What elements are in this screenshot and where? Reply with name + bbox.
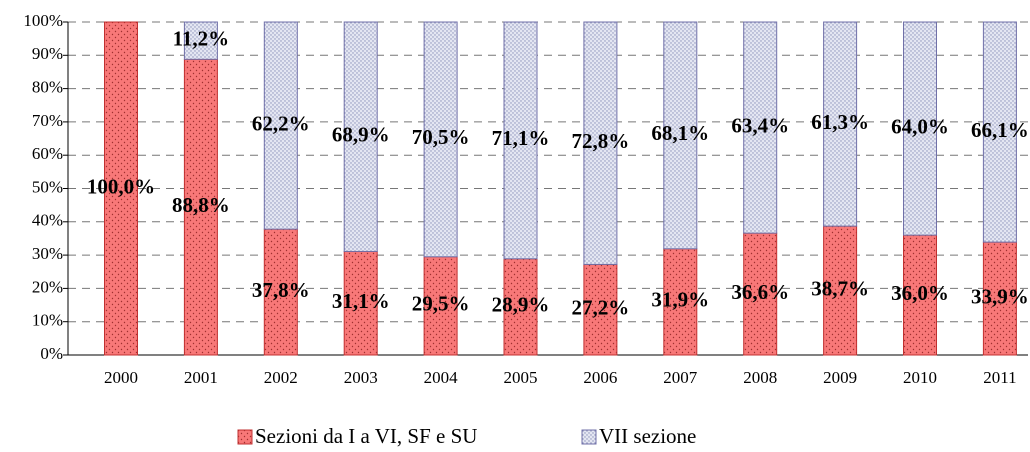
x-tick-label: 2004 bbox=[424, 368, 459, 387]
bar-segment bbox=[663, 248, 698, 356]
bar-segment bbox=[823, 225, 858, 356]
data-label: 63,4% bbox=[731, 113, 789, 137]
data-label: 11,2% bbox=[173, 26, 230, 50]
bar-segment bbox=[423, 21, 458, 258]
legend-swatch bbox=[581, 429, 597, 445]
y-tick-label: 70% bbox=[32, 111, 63, 130]
data-label: 33,9% bbox=[971, 284, 1029, 308]
bar-segment bbox=[663, 21, 698, 250]
data-label: 38,7% bbox=[811, 276, 869, 300]
x-tick-label: 2008 bbox=[743, 368, 777, 387]
data-label: 61,3% bbox=[811, 110, 869, 134]
y-tick-label: 40% bbox=[32, 211, 63, 230]
bar-segment bbox=[982, 241, 1017, 356]
bar-segment bbox=[982, 21, 1017, 243]
bar-segment bbox=[263, 228, 298, 356]
bar-segment bbox=[823, 21, 858, 227]
y-tick-label: 90% bbox=[32, 44, 63, 63]
x-tick-label: 2001 bbox=[184, 368, 218, 387]
bar-segment bbox=[423, 256, 458, 356]
y-tick-label: 0% bbox=[40, 344, 63, 363]
bar-segment bbox=[343, 250, 378, 356]
bar-segment bbox=[743, 21, 778, 234]
data-label: 71,1% bbox=[492, 126, 550, 150]
data-label: 29,5% bbox=[412, 292, 470, 316]
x-tick-label: 2006 bbox=[583, 368, 617, 387]
bar-segment bbox=[343, 21, 378, 252]
bar-segment bbox=[104, 21, 138, 356]
data-label: 37,8% bbox=[252, 278, 310, 302]
y-tick-label: 10% bbox=[32, 311, 63, 330]
data-label: 31,9% bbox=[651, 288, 709, 312]
y-tick-label: 60% bbox=[32, 144, 63, 163]
bar-segment bbox=[183, 21, 218, 60]
data-label: 68,9% bbox=[332, 123, 390, 147]
grid: 0% 10% 20% 30% 40% 50% 60% 70% 80% 90% 100% 2000 200… bbox=[23, 11, 1028, 448]
x-tick-label: 2011 bbox=[983, 368, 1016, 387]
data-label: 100,0% bbox=[87, 174, 155, 198]
bar-segment bbox=[583, 21, 618, 265]
y-tick-label: 100% bbox=[23, 11, 63, 30]
bar-segment bbox=[903, 234, 937, 356]
x-tick-label: 2002 bbox=[264, 368, 298, 387]
x-tick-label: 2003 bbox=[344, 368, 378, 387]
bar-segment bbox=[183, 58, 218, 356]
bar-segment bbox=[583, 263, 618, 356]
legend-label: VII sezione bbox=[599, 424, 696, 448]
x-tick-label: 2005 bbox=[504, 368, 538, 387]
legend-swatch bbox=[237, 429, 253, 445]
bars bbox=[104, 21, 1017, 356]
legend-label: Sezioni da I a VI, SF e SU bbox=[255, 424, 477, 448]
y-tick-label: 30% bbox=[32, 244, 63, 263]
x-tick-label: 2010 bbox=[903, 368, 937, 387]
data-label: 66,1% bbox=[971, 118, 1029, 142]
data-label: 62,2% bbox=[252, 111, 310, 135]
x-tick-label: 2007 bbox=[663, 368, 698, 387]
x-tick-label: 2000 bbox=[104, 368, 138, 387]
data-label: 28,9% bbox=[492, 293, 550, 317]
bar-segment bbox=[503, 258, 538, 356]
data-label: 88,8% bbox=[172, 193, 230, 217]
bar-segment bbox=[903, 21, 937, 236]
x-tick-label: 2009 bbox=[823, 368, 857, 387]
data-label: 36,0% bbox=[891, 281, 949, 305]
bar-segment bbox=[503, 21, 538, 260]
data-label: 31,1% bbox=[332, 289, 390, 313]
data-label: 72,8% bbox=[572, 129, 630, 153]
data-label: 64,0% bbox=[891, 114, 949, 138]
data-label: 36,6% bbox=[731, 280, 789, 304]
data-label: 70,5% bbox=[412, 125, 470, 149]
data-label: 27,2% bbox=[572, 296, 630, 320]
data-label: 68,1% bbox=[651, 121, 709, 145]
y-tick-label: 50% bbox=[32, 177, 63, 196]
labels: 100,0% 88,8% 11,2% 37,8% 62,2% 31,1% 68,9% 29,5… bbox=[87, 26, 1029, 319]
y-tick-label: 20% bbox=[32, 277, 63, 296]
bar-segment bbox=[263, 21, 298, 230]
y-tick-label: 80% bbox=[32, 78, 63, 97]
